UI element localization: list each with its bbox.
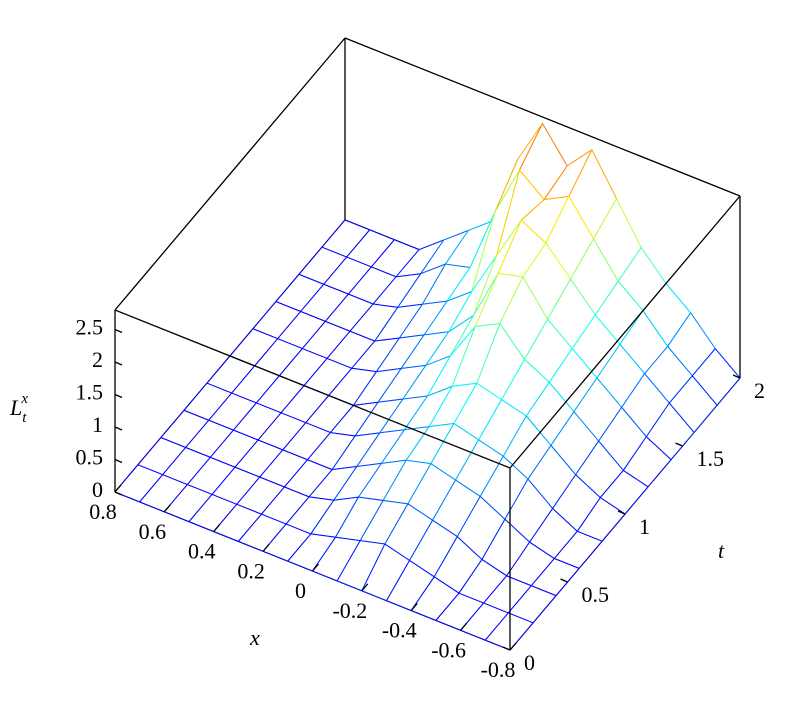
t-tick bbox=[675, 442, 683, 447]
x-axis-label: x bbox=[249, 625, 260, 650]
x-tick bbox=[213, 524, 221, 532]
z-tick-label: 1 bbox=[92, 412, 103, 437]
z-tick-label: 0 bbox=[92, 477, 103, 502]
x-tick bbox=[114, 484, 122, 493]
x-tick-label: 0.2 bbox=[237, 558, 265, 583]
x-tick-label: -0.2 bbox=[332, 598, 367, 623]
t-tick-label: 0 bbox=[524, 650, 535, 675]
z-tick bbox=[114, 458, 123, 464]
t-tick-label: 1.5 bbox=[697, 446, 725, 471]
z-tick-label: 2.5 bbox=[76, 315, 104, 340]
x-tick bbox=[460, 622, 468, 631]
z-tick bbox=[114, 491, 123, 496]
z-tick-label: 1.5 bbox=[76, 380, 104, 405]
x-tick-label: 0 bbox=[295, 578, 306, 603]
x-tick bbox=[163, 504, 171, 513]
x-tick-label: -0.4 bbox=[382, 618, 417, 643]
x-tick bbox=[312, 563, 319, 572]
x-tick bbox=[361, 583, 369, 592]
box-edge bbox=[114, 37, 346, 311]
t-tick-label: 2 bbox=[754, 378, 765, 403]
box-edge bbox=[344, 37, 741, 197]
x-tick-label: -0.6 bbox=[431, 637, 466, 662]
t-axis-label: t bbox=[718, 538, 725, 563]
z-tick bbox=[114, 426, 123, 431]
x-tick-label: -0.8 bbox=[481, 657, 516, 682]
surface-cell bbox=[484, 612, 534, 651]
z-label-sub: t bbox=[22, 410, 27, 426]
t-tick bbox=[732, 374, 741, 379]
z-tick bbox=[114, 361, 123, 366]
x-tick bbox=[509, 642, 517, 651]
z-tick-label: 0.5 bbox=[76, 445, 104, 470]
x-tick bbox=[262, 543, 270, 552]
x-tick-label: 0.6 bbox=[139, 519, 167, 544]
t-tick bbox=[617, 510, 626, 515]
z-axis-label: Ltx bbox=[9, 391, 28, 426]
box-edge bbox=[114, 309, 511, 469]
surface bbox=[114, 123, 741, 651]
z-label-base: L bbox=[9, 395, 22, 420]
z-tick-label: 2 bbox=[92, 347, 103, 372]
t-tick bbox=[560, 578, 568, 583]
x-tick bbox=[410, 603, 418, 611]
z-label-sup: x bbox=[20, 391, 28, 407]
x-tick-label: 0.4 bbox=[188, 539, 216, 564]
t-tick bbox=[502, 646, 511, 651]
x-tick-label: 0.8 bbox=[89, 499, 117, 524]
z-tick bbox=[114, 328, 123, 334]
t-tick-label: 1 bbox=[639, 514, 650, 539]
z-tick bbox=[114, 393, 123, 399]
box-edge bbox=[509, 195, 741, 469]
box: 0.8 0.6 0.4 0.2 0 -0.2 -0.4 -0.6 -0.8 0 0.5 1 1.5 2 0 0… bbox=[76, 37, 765, 682]
t-tick-label: 0.5 bbox=[582, 582, 610, 607]
